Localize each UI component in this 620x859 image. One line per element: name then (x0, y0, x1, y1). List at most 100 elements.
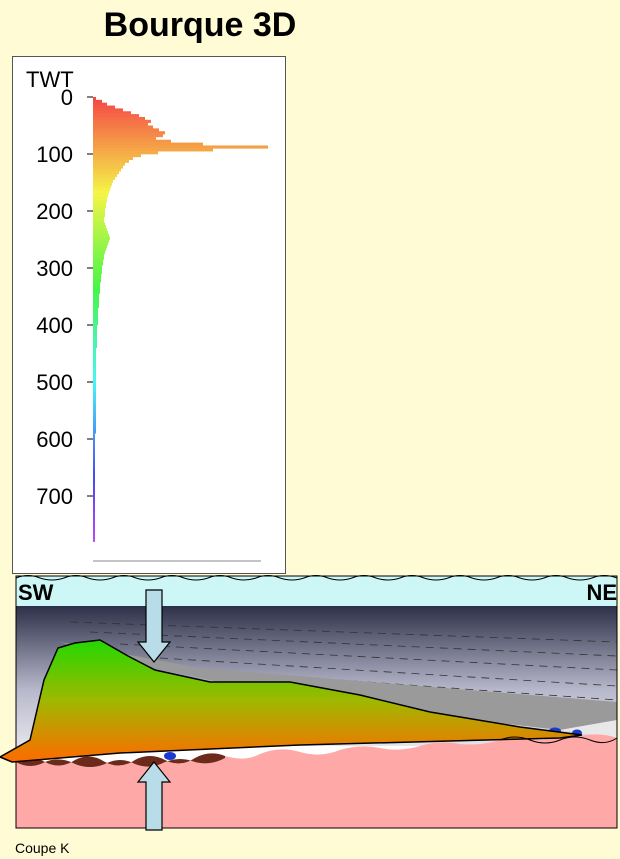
histogram-bar (93, 216, 104, 220)
histogram-bar (93, 305, 99, 309)
tick-label: 600 (36, 427, 73, 452)
histogram-bar (93, 299, 99, 303)
histogram-bar (93, 225, 106, 229)
histogram-bar (93, 213, 105, 217)
histogram-bar (93, 416, 96, 420)
histogram-bar (93, 407, 96, 411)
histogram-bar (93, 245, 107, 249)
histogram-bar (93, 370, 96, 374)
basement-layer (16, 734, 617, 828)
histogram-bar (93, 119, 151, 123)
histogram-bar (93, 436, 95, 440)
caption: Coupe K (15, 840, 70, 856)
histogram-bar (93, 535, 95, 540)
histogram-bar (93, 111, 131, 115)
histogram-bars (93, 97, 268, 562)
histogram-bar (93, 461, 95, 465)
histogram-bar (93, 102, 107, 106)
histogram-bar (93, 533, 95, 537)
histogram-bar (93, 176, 115, 180)
histogram-bar (93, 390, 96, 394)
tick-label: 100 (36, 142, 73, 167)
histogram-bar (93, 347, 96, 351)
histogram-bar (93, 97, 96, 101)
histogram-bar (93, 193, 108, 198)
histogram-bar (93, 513, 95, 517)
histogram-bar (93, 524, 95, 528)
histogram-bar (93, 344, 97, 349)
histogram-bar (93, 145, 268, 149)
histogram-bar (93, 282, 100, 286)
histogram-bar (93, 122, 148, 126)
histogram-bar (93, 108, 123, 112)
histogram-bar (93, 230, 108, 235)
histogram-bar (93, 270, 102, 274)
histogram-bar (93, 367, 96, 371)
histogram-bar (93, 515, 95, 520)
histogram-bar (93, 470, 95, 474)
histogram-bar (93, 287, 100, 292)
histogram-bar (93, 259, 103, 263)
salt-body (0, 639, 583, 763)
histogram-bar (93, 430, 96, 434)
histogram-bar (93, 316, 98, 320)
histogram-bar (93, 182, 112, 186)
histogram-bar (93, 273, 101, 277)
sw-label: SW (18, 580, 54, 605)
histogram-bar (93, 205, 106, 209)
light-wedge (560, 720, 617, 738)
histogram-bar (93, 253, 104, 257)
histogram-bar (93, 131, 165, 135)
histogram-bar (93, 188, 110, 192)
tick-label: 500 (36, 370, 73, 395)
histogram-bar (93, 441, 95, 445)
histogram-bar (93, 504, 95, 508)
histogram-bar (93, 279, 101, 283)
histogram-bar (93, 498, 95, 502)
histogram-bar (93, 310, 98, 314)
histogram-bar (93, 233, 109, 237)
histogram-bar (93, 359, 96, 363)
histogram-bar (93, 125, 153, 129)
histogram-bar (93, 530, 95, 534)
histogram-bar (93, 410, 96, 414)
histogram-bar (93, 401, 96, 406)
histogram-bar (93, 136, 156, 141)
histogram-bar (93, 427, 96, 431)
histogram-bar (93, 413, 96, 417)
histogram-bar (93, 353, 96, 357)
histogram-bar (93, 156, 133, 160)
histogram-bar (93, 165, 123, 169)
arrow-down (136, 589, 172, 663)
histogram-bar (93, 490, 95, 494)
histogram-bar (93, 501, 95, 505)
histogram-bar (93, 159, 129, 163)
histogram-bar (93, 276, 101, 280)
tick-label: 400 (36, 313, 73, 338)
histogram-bar (93, 384, 96, 388)
histogram-bar (93, 399, 96, 403)
histogram-bar (93, 444, 95, 448)
tick-label: 0 (61, 85, 73, 110)
histogram-bar (93, 527, 95, 531)
histogram-bar (93, 162, 125, 166)
histogram-bar (93, 99, 102, 103)
histogram-bar (93, 356, 96, 360)
histogram-bar (93, 419, 96, 423)
histogram-bar (93, 302, 99, 306)
histogram-bar (93, 171, 119, 175)
histogram-bar (93, 179, 113, 183)
histogram-bar (93, 379, 96, 383)
histogram-bar (93, 376, 96, 380)
top-wavy-border (15, 575, 618, 581)
histogram-bar (93, 521, 95, 525)
histogram-bar (93, 538, 95, 542)
histogram-bar (93, 116, 145, 121)
histogram-bar (93, 208, 105, 212)
histogram-panel: TWT 0 100 200 300 400 500 600 700 (12, 56, 286, 574)
histogram-bar (93, 387, 96, 391)
histogram-bar (93, 476, 95, 480)
histogram-bar (93, 248, 106, 252)
histogram-bar (93, 219, 104, 223)
ne-label: NE (586, 580, 617, 605)
